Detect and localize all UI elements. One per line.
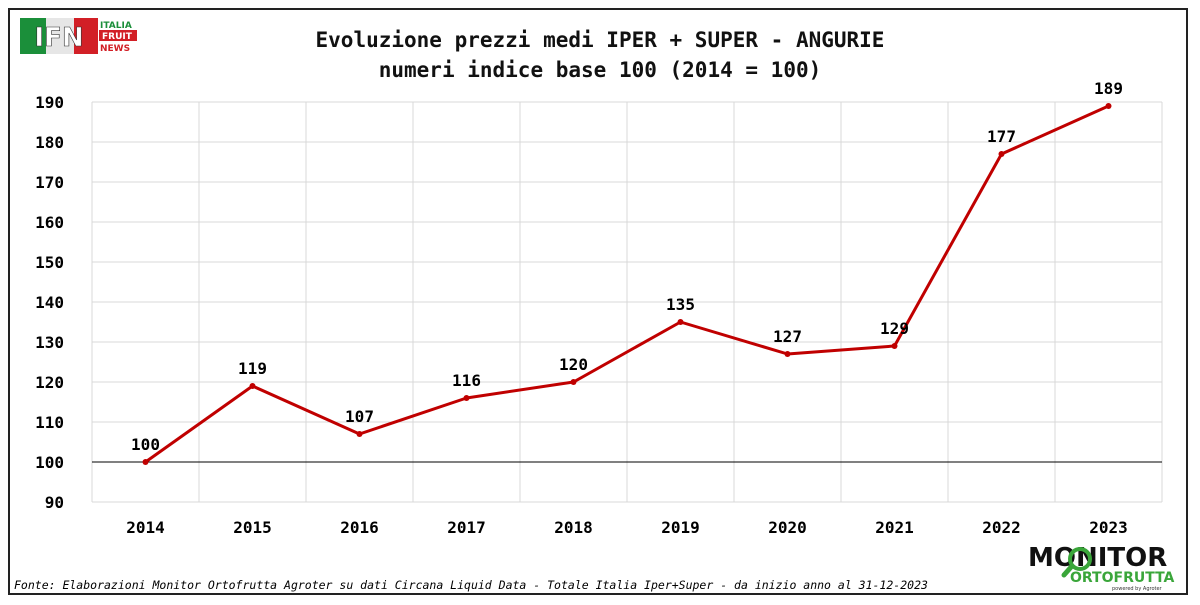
data-label: 177	[987, 127, 1016, 146]
y-tick-label: 120	[35, 373, 64, 392]
series-line	[144, 104, 1110, 464]
x-tick-label: 2015	[233, 518, 272, 537]
x-tick-label: 2021	[875, 518, 914, 537]
data-point	[784, 351, 791, 357]
y-tick-label: 110	[35, 413, 64, 432]
data-point	[677, 319, 684, 325]
data-label: 119	[238, 359, 267, 378]
x-tick-label: 2023	[1089, 518, 1128, 537]
monitor-logo-tagline: powered by Agroter	[1112, 586, 1163, 592]
ifn-logo-word-2: FRUIT	[102, 32, 133, 42]
data-point	[142, 459, 149, 465]
y-tick-label: 130	[35, 333, 64, 352]
ifn-logo-word-1: ITALIA	[100, 21, 132, 31]
data-point	[463, 395, 470, 401]
data-label: 100	[131, 435, 160, 454]
monitor-logo-line2: ORTOFRUTTA	[1070, 570, 1175, 586]
data-point	[998, 151, 1005, 157]
y-tick-label: 140	[35, 293, 64, 312]
y-tick-label: 90	[45, 493, 64, 512]
ifn-logo: IFN ITALIA FRUIT NEWS	[20, 18, 137, 54]
y-tick-label: 170	[35, 173, 64, 192]
y-tick-label: 100	[35, 453, 64, 472]
data-label: 189	[1094, 79, 1123, 98]
data-label: 116	[452, 371, 481, 390]
y-tick-label: 190	[35, 93, 64, 112]
ifn-logo-word-3: NEWS	[100, 44, 130, 54]
chart-subtitle: numeri indice base 100 (2014 = 100)	[378, 58, 822, 82]
x-tick-label: 2022	[982, 518, 1021, 537]
source-note: Fonte: Elaborazioni Monitor Ortofrutta A…	[14, 578, 928, 592]
y-tick-label: 150	[35, 253, 64, 272]
monitor-ortofrutta-logo: MONITOR ORTOFRUTTA powered by Agroter	[1028, 543, 1175, 592]
x-tick-label: 2020	[768, 518, 807, 537]
x-tick-label: 2017	[447, 518, 486, 537]
x-tick-label: 2014	[126, 518, 165, 537]
chart-title: Evoluzione prezzi medi IPER + SUPER - AN…	[315, 28, 885, 52]
data-point	[249, 383, 256, 389]
data-point	[1105, 103, 1112, 109]
ifn-logo-text: IFN	[34, 23, 83, 53]
x-tick-label: 2016	[340, 518, 379, 537]
data-point	[356, 431, 363, 437]
y-tick-label: 160	[35, 213, 64, 232]
x-tick-label: 2019	[661, 518, 700, 537]
data-label: 129	[880, 319, 909, 338]
data-label: 107	[345, 407, 374, 426]
data-point	[570, 379, 577, 385]
data-label: 127	[773, 327, 802, 346]
monitor-logo-line1: MONITOR	[1028, 543, 1167, 573]
x-tick-label: 2018	[554, 518, 593, 537]
data-label: 135	[666, 295, 695, 314]
data-point	[891, 343, 898, 349]
y-tick-label: 180	[35, 133, 64, 152]
data-label: 120	[559, 355, 588, 374]
